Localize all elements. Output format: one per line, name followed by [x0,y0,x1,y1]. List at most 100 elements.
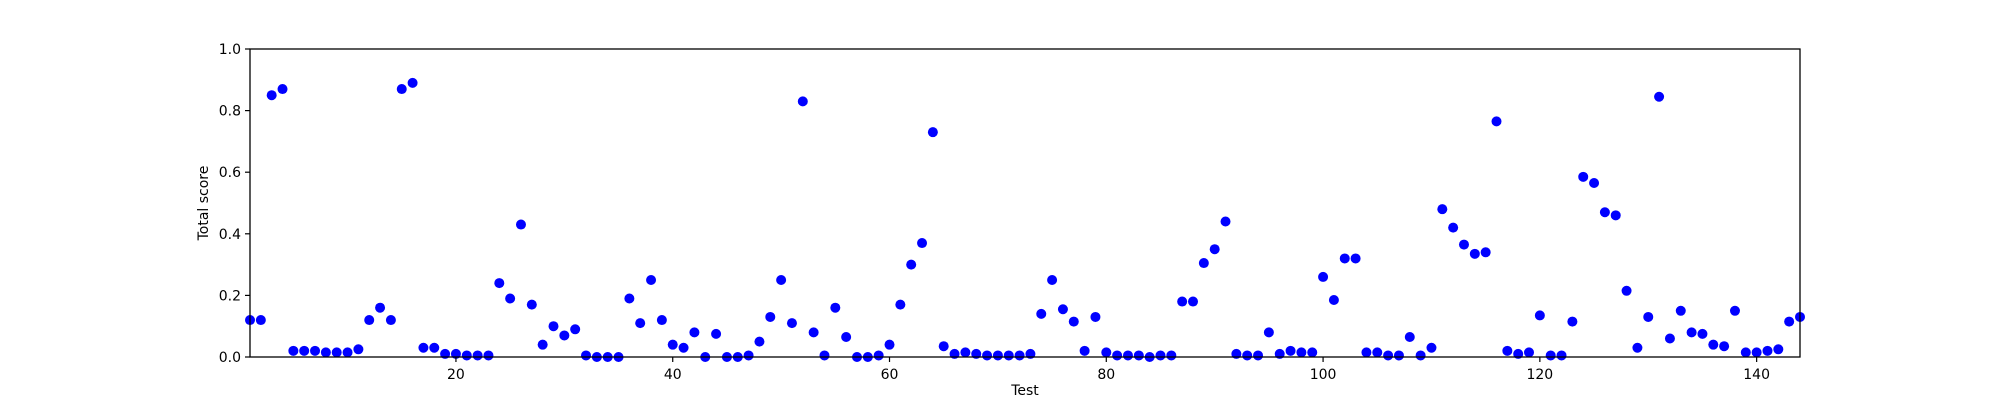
data-point [917,238,928,249]
data-point [754,336,765,347]
data-point [776,275,787,285]
data-point [505,293,516,304]
y-tick-label: 0.8 [219,104,241,120]
data-point [1415,350,1426,361]
data-point [1068,316,1079,327]
data-point [353,344,364,355]
data-point [1393,350,1404,361]
data-point [819,350,830,361]
data-point [765,311,776,322]
data-point [992,350,1003,361]
data-point [797,96,808,107]
data-point [1643,311,1654,322]
x-tick-label: 100 [1310,367,1337,383]
data-point [255,315,266,326]
x-tick-label: 40 [664,367,682,383]
data-point [1014,350,1025,361]
data-point [418,342,429,353]
data-point [689,327,700,338]
data-point [1589,177,1600,188]
data-point [461,350,472,361]
y-tick-label: 0.4 [219,227,241,243]
data-point [320,347,331,358]
data-point [364,315,375,326]
data-point [1664,333,1675,344]
data-point [1719,341,1730,352]
data-point [1437,204,1448,215]
data-point [1556,350,1567,361]
data-point [841,331,852,342]
data-point [678,342,689,353]
data-point [960,347,971,358]
data-point [1101,347,1112,358]
data-point [808,327,819,338]
y-axis: 0.0 0.2 0.4 0.6 0.8 1.0 [219,42,250,366]
data-point [1318,271,1329,282]
data-point [1524,347,1535,358]
data-point [906,259,917,270]
data-point [1003,350,1014,361]
data-point [938,341,949,352]
data-point [494,278,505,289]
data-point [1502,345,1513,356]
data-point [1339,253,1350,264]
data-point [548,321,559,332]
data-point [1545,350,1556,361]
data-point [1090,311,1101,322]
data-point [1534,310,1545,321]
data-point [396,84,407,95]
data-point [635,318,646,329]
data-point [429,342,440,353]
data-point [1697,328,1708,339]
data-point [1567,316,1578,327]
data-point [1751,347,1762,358]
data-point [375,302,386,313]
data-point [299,345,310,356]
data-point [1047,275,1058,285]
data-point [570,324,581,335]
data-point [1729,305,1740,316]
y-tick-label: 0.2 [219,288,241,304]
data-point [873,350,884,361]
data-point [1361,347,1372,358]
data-point [1773,344,1784,355]
data-point [1610,210,1621,221]
data-point [624,293,635,304]
data-points [245,77,1805,362]
data-point [1155,350,1166,361]
data-point [667,339,678,350]
data-point [1198,258,1209,269]
data-point [581,350,592,361]
data-point [786,318,797,329]
data-point [711,328,722,339]
data-point [483,350,494,361]
data-point [407,77,418,88]
data-point [1599,207,1610,218]
data-point [1177,296,1188,307]
data-point [1621,285,1632,296]
data-point [1675,305,1686,316]
plot-area [250,49,1800,357]
data-point [559,330,570,341]
y-tick-label: 0.6 [219,165,241,181]
data-point [1480,247,1491,258]
data-point [1285,345,1296,356]
data-point [1686,327,1697,338]
x-tick-label: 60 [881,367,899,383]
data-point [1383,350,1394,361]
data-point [656,315,667,326]
data-point [1253,350,1264,361]
data-point [982,350,993,361]
x-axis-label: Test [1010,383,1039,399]
data-point [1036,308,1047,319]
x-tick-label: 80 [1097,367,1115,383]
data-point [310,345,321,356]
data-point [1458,239,1469,250]
data-point [1491,116,1502,127]
data-point [1350,253,1361,264]
data-point [1079,345,1090,356]
data-point [743,350,754,361]
data-point [1654,91,1665,102]
data-point [1057,304,1068,315]
